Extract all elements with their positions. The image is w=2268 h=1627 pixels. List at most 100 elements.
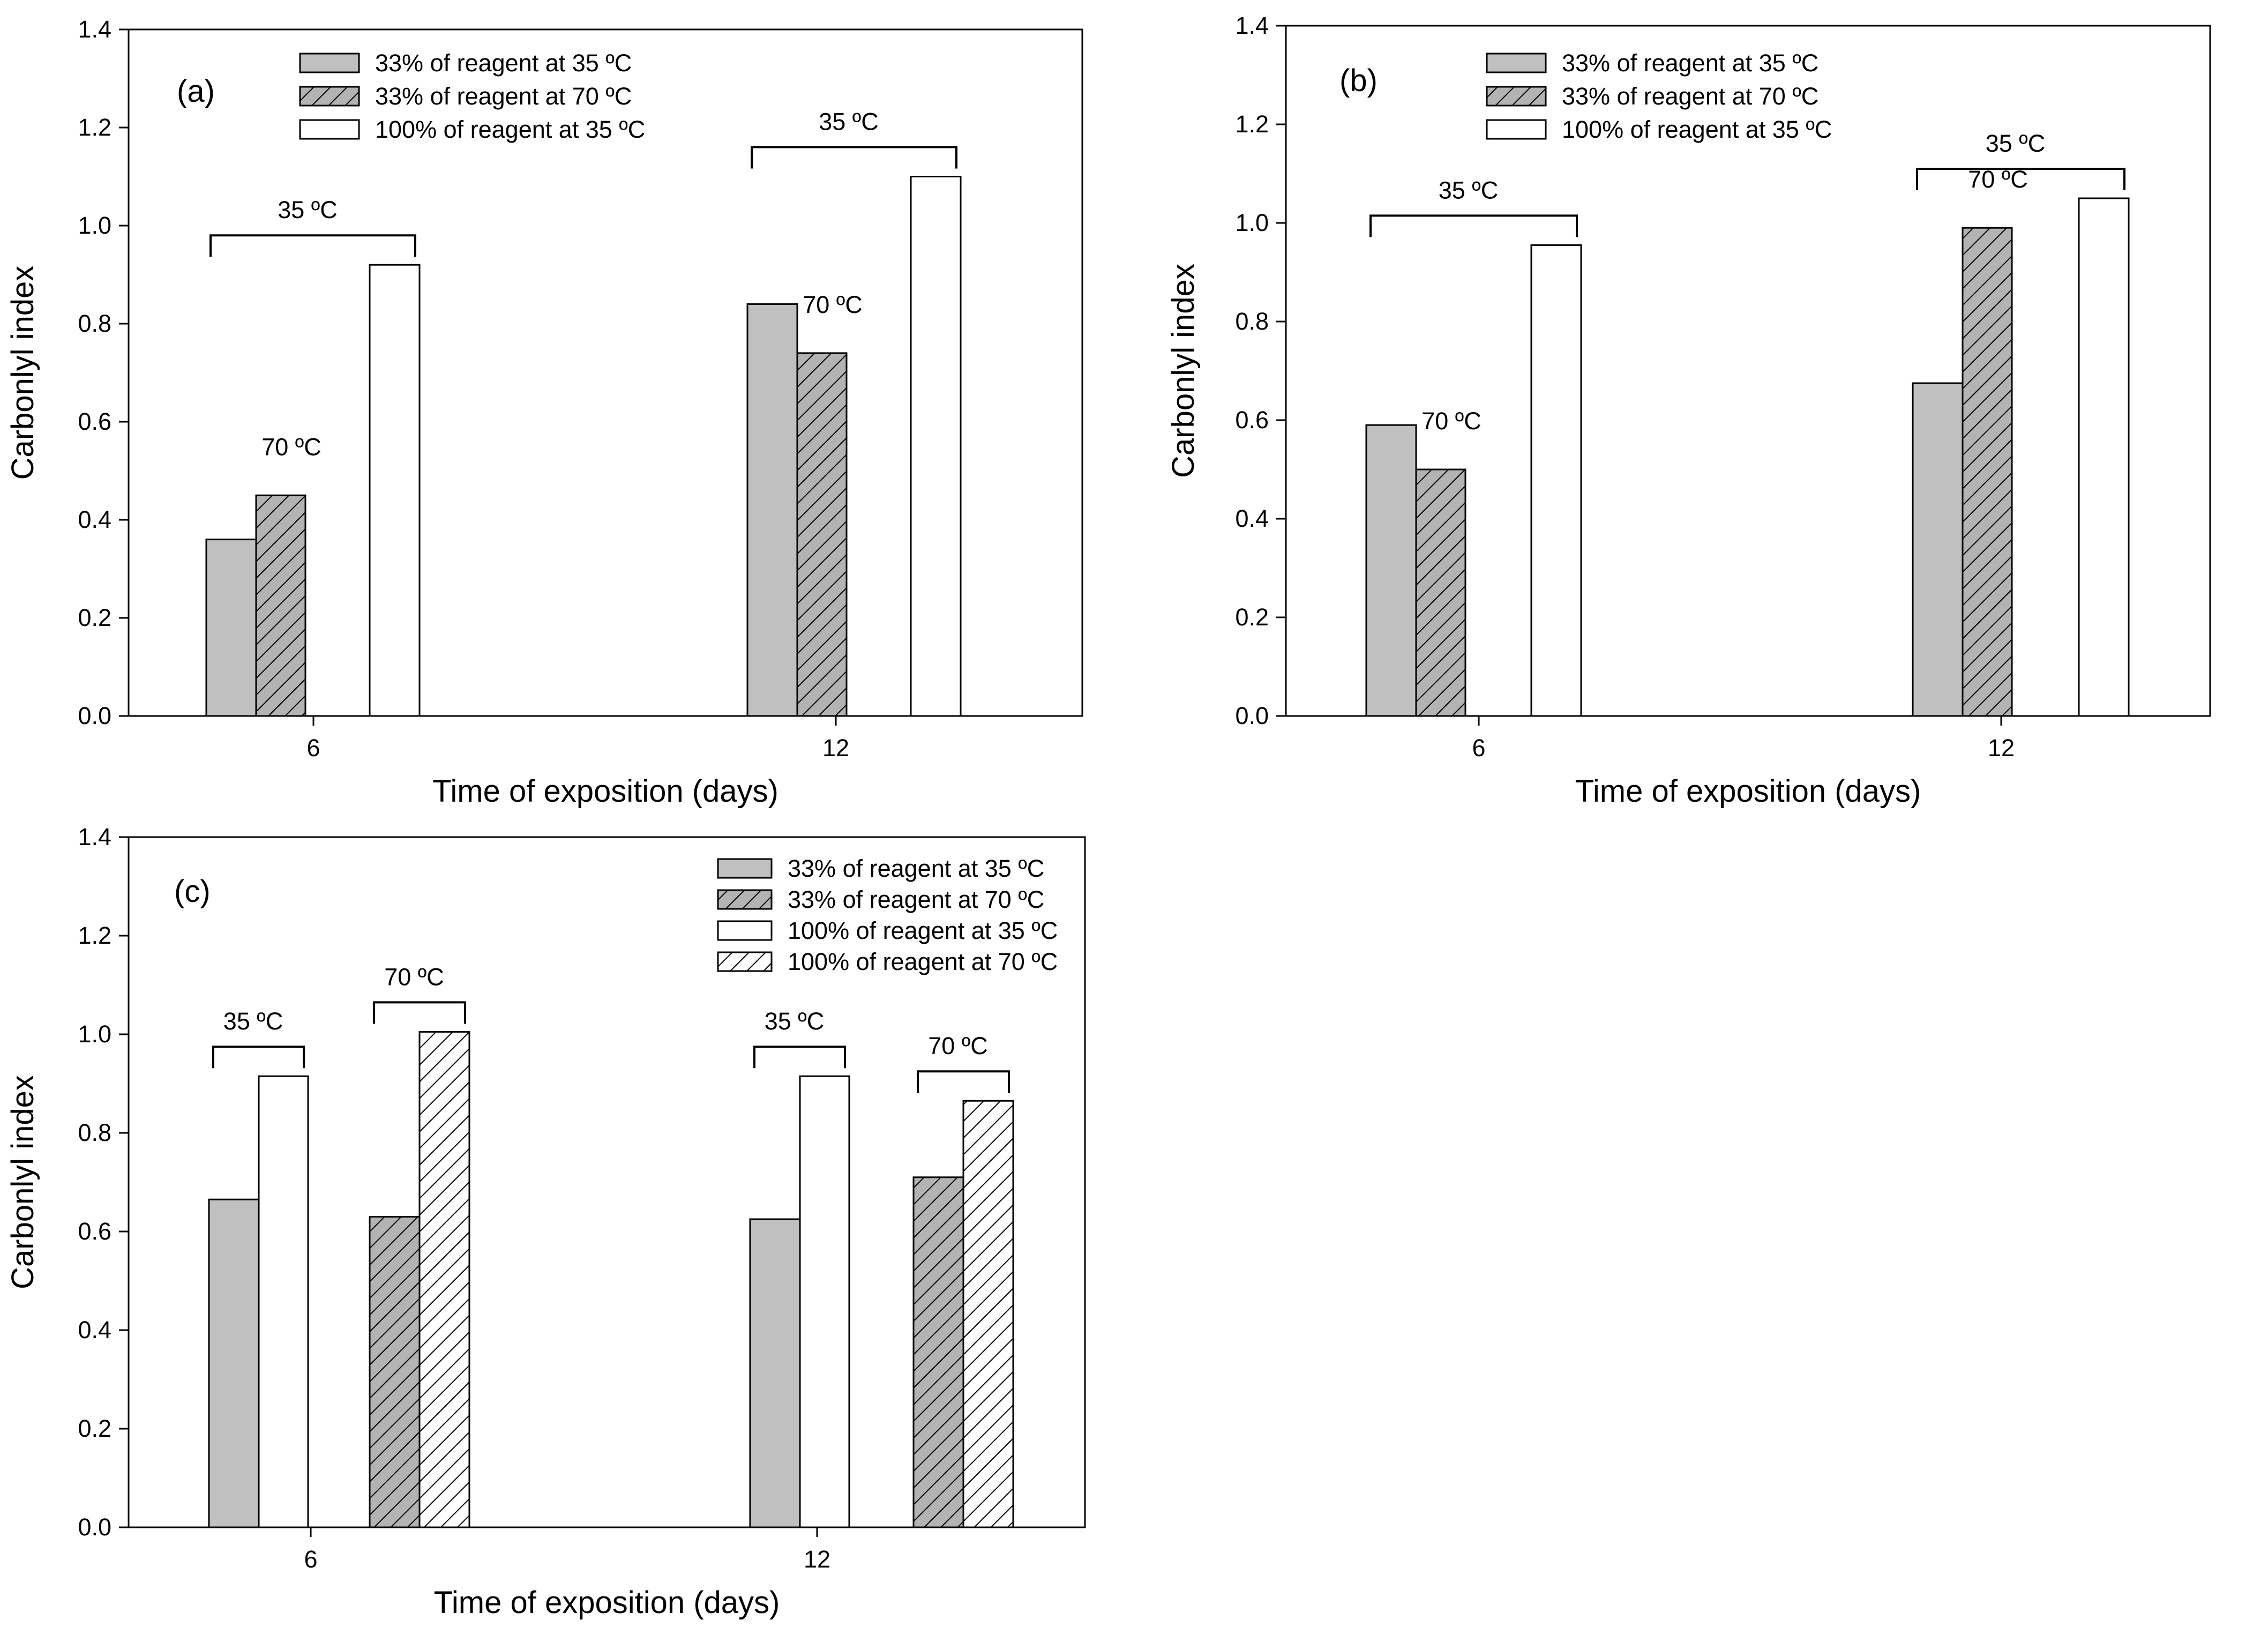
chart-panel-2: 0.0 0.2 0.4 0.6 0.8 1.0 1.2 1.4 6 12 Time of expos… bbox=[1166, 12, 2211, 809]
bar-white-hatch-12 bbox=[962, 1100, 1014, 1528]
x-tick-label: 6 bbox=[306, 734, 320, 762]
panel-label: (a) bbox=[177, 74, 215, 109]
x-tick-label: 6 bbox=[1472, 734, 1485, 762]
plot-frame bbox=[128, 836, 1086, 1528]
x-tick-label: 12 bbox=[1988, 734, 2015, 762]
y-tick-label: 0.2 bbox=[78, 1415, 111, 1442]
bracket-annotation: 35 ºC bbox=[278, 196, 338, 223]
legend-label: 100% of reagent at 35 ºC bbox=[1562, 116, 1832, 143]
x-tick-label: 6 bbox=[304, 1546, 317, 1573]
y-tick-label: 0.6 bbox=[78, 1218, 111, 1245]
bracket-annotation: 70 ºC bbox=[384, 963, 444, 990]
bar-gray-hatch-12 bbox=[796, 352, 848, 717]
bar-gray-hatch-6 bbox=[255, 494, 306, 717]
y-tick-label: 1.4 bbox=[78, 823, 111, 850]
legend-swatch-gray-hatch bbox=[1486, 86, 1547, 107]
legend-swatch-white-hatch bbox=[717, 951, 773, 972]
bar-annotation: 70 ºC bbox=[803, 291, 863, 318]
bracket-annotation: 35 ºC bbox=[1986, 130, 2046, 157]
legend-label: 33% of reagent at 70 ºC bbox=[788, 886, 1044, 913]
legend-swatch-gray-hatch bbox=[717, 889, 773, 910]
bar-white-hatch-6 bbox=[418, 1031, 470, 1528]
bar-white-12 bbox=[910, 176, 962, 717]
legend-swatch-gray bbox=[717, 858, 773, 879]
legend-label: 33% of reagent at 70 ºC bbox=[1562, 83, 1818, 110]
bracket-annotation: 35 ºC bbox=[223, 1007, 283, 1035]
y-tick-label: 0.0 bbox=[1235, 702, 1269, 729]
bar-gray-12 bbox=[746, 303, 798, 717]
legend: 33% of reagent at 35 ºC 33% of reagent at… bbox=[717, 855, 1058, 975]
y-tick-label: 0.8 bbox=[1235, 308, 1269, 335]
x-axis-label: Time of exposition (days) bbox=[434, 1585, 780, 1620]
chart-panel-3: 0.0 0.2 0.4 0.6 0.8 1.0 1.2 1.4 6 12 Time of expos… bbox=[5, 823, 1086, 1620]
bar-gray-hatch-12 bbox=[1962, 227, 2013, 717]
plot-frame bbox=[128, 28, 1083, 717]
y-tick-label: 0.2 bbox=[78, 604, 111, 631]
bar-annotation: 70 ºC bbox=[1968, 166, 2028, 193]
y-tick-label: 1.4 bbox=[1235, 12, 1269, 39]
bar-gray-6 bbox=[1365, 424, 1417, 717]
legend-label: 33% of reagent at 35 ºC bbox=[1562, 49, 1818, 77]
y-tick-label: 0.8 bbox=[78, 310, 111, 337]
y-axis-label: Carbonlyl index bbox=[5, 1075, 40, 1289]
bracket-annotation: 35 ºC bbox=[819, 108, 879, 136]
bar-gray-hatch-6 bbox=[1415, 468, 1466, 717]
y-tick-label: 0.4 bbox=[78, 506, 111, 533]
y-tick-label: 1.2 bbox=[78, 114, 111, 141]
bracket bbox=[917, 1070, 1010, 1093]
y-tick-label: 1.0 bbox=[78, 212, 111, 239]
bar-annotation: 70 ºC bbox=[261, 433, 321, 460]
bracket bbox=[373, 1001, 466, 1024]
bracket bbox=[212, 1046, 305, 1069]
bracket-annotation: 35 ºC bbox=[765, 1007, 825, 1035]
bar-gray-hatch-12 bbox=[912, 1176, 964, 1528]
bracket bbox=[1916, 168, 2125, 190]
y-tick-label: 1.4 bbox=[78, 16, 111, 43]
bracket bbox=[751, 146, 957, 169]
plot-frame bbox=[1285, 25, 2211, 717]
bar-white-6 bbox=[369, 264, 421, 717]
bar-white-12 bbox=[799, 1075, 850, 1528]
y-tick-label: 0.0 bbox=[78, 702, 111, 729]
y-tick-label: 0.0 bbox=[78, 1513, 111, 1541]
y-tick-label: 1.0 bbox=[1235, 209, 1269, 236]
y-tick-label: 0.2 bbox=[1235, 603, 1269, 631]
bar-white-6 bbox=[258, 1075, 309, 1528]
legend-label: 100% of reagent at 70 ºC bbox=[788, 948, 1058, 975]
bracket-annotation: 35 ºC bbox=[1439, 176, 1499, 204]
legend: 33% of reagent at 35 ºC 33% of reagent at… bbox=[299, 49, 645, 143]
x-tick-label: 12 bbox=[804, 1546, 830, 1573]
panel-label: (c) bbox=[174, 874, 211, 909]
legend-label: 100% of reagent at 35 ºC bbox=[788, 917, 1058, 944]
legend-label: 100% of reagent at 35 ºC bbox=[375, 116, 645, 143]
y-tick-label: 0.8 bbox=[78, 1119, 111, 1146]
x-axis-label: Time of exposition (days) bbox=[1575, 774, 1921, 809]
legend-label: 33% of reagent at 35 ºC bbox=[788, 855, 1044, 882]
bar-white-12 bbox=[2078, 197, 2130, 717]
bar-gray-12 bbox=[749, 1218, 801, 1528]
y-tick-label: 1.2 bbox=[78, 922, 111, 949]
legend-label: 33% of reagent at 35 ºC bbox=[375, 49, 632, 77]
legend-swatch-white bbox=[717, 920, 773, 941]
y-tick-label: 0.6 bbox=[78, 408, 111, 435]
bar-gray-hatch-6 bbox=[369, 1215, 421, 1528]
legend-swatch-white bbox=[1486, 119, 1547, 140]
bracket-annotation: 70 ºC bbox=[928, 1032, 988, 1059]
bracket bbox=[753, 1046, 846, 1069]
y-tick-label: 0.6 bbox=[1235, 406, 1269, 434]
legend-swatch-gray bbox=[299, 53, 360, 73]
y-tick-label: 1.2 bbox=[1235, 110, 1269, 138]
legend: 33% of reagent at 35 ºC 33% of reagent at… bbox=[1486, 49, 1832, 143]
bracket bbox=[1369, 214, 1578, 237]
y-tick-label: 0.4 bbox=[1235, 505, 1269, 532]
y-tick-label: 1.0 bbox=[78, 1020, 111, 1048]
bar-white-6 bbox=[1530, 244, 1582, 717]
y-axis-label: Carbonlyl index bbox=[5, 266, 40, 480]
bar-annotation: 70 ºC bbox=[1421, 407, 1481, 435]
x-axis-label: Time of exposition (days) bbox=[432, 774, 779, 809]
panel-label: (b) bbox=[1339, 63, 1378, 98]
bar-gray-6 bbox=[208, 1198, 260, 1528]
x-tick-label: 12 bbox=[822, 734, 849, 762]
legend-label: 33% of reagent at 70 ºC bbox=[375, 83, 632, 110]
